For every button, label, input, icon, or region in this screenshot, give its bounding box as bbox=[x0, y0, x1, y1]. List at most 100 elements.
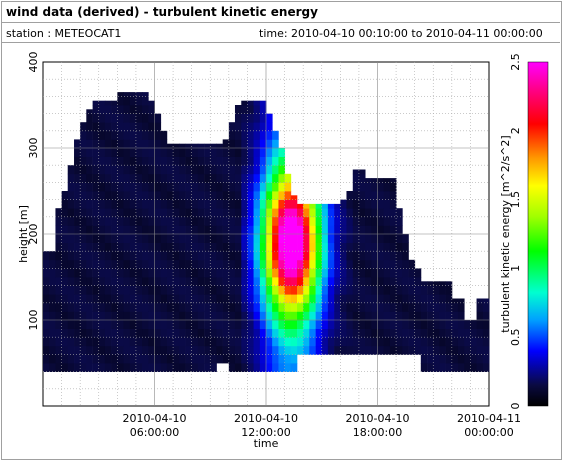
heatmap-cell bbox=[272, 208, 279, 218]
heatmap-cell bbox=[98, 242, 106, 252]
heatmap-cell bbox=[371, 242, 378, 252]
heatmap-cell bbox=[216, 225, 223, 235]
heatmap-cell bbox=[222, 285, 230, 295]
heatmap-cell bbox=[117, 191, 124, 200]
heatmap-cell bbox=[346, 242, 354, 252]
heatmap-cell bbox=[309, 311, 316, 321]
heatmap-cell bbox=[371, 345, 378, 355]
heatmap-cell bbox=[135, 277, 143, 286]
colorbar-tick-label: 1 bbox=[509, 265, 522, 272]
heatmap-cell bbox=[346, 294, 354, 304]
heatmap-cell bbox=[80, 216, 87, 226]
heatmap-cell bbox=[173, 311, 180, 321]
heatmap-cell bbox=[482, 302, 490, 312]
heatmap-cell bbox=[216, 234, 223, 243]
heatmap-cell bbox=[154, 328, 162, 338]
heatmap-cell bbox=[451, 298, 459, 304]
heatmap-cell bbox=[408, 345, 416, 355]
heatmap-cell bbox=[290, 234, 298, 243]
heatmap-cell bbox=[111, 251, 118, 261]
heatmap-cell bbox=[135, 182, 143, 192]
heatmap-cell bbox=[408, 277, 416, 286]
heatmap-cell bbox=[154, 320, 162, 329]
heatmap-cell bbox=[222, 311, 230, 321]
heatmap-cell bbox=[204, 294, 211, 304]
heatmap-cell bbox=[86, 294, 93, 304]
heatmap-cell bbox=[204, 182, 211, 192]
heatmap-cell bbox=[266, 148, 273, 157]
heatmap-cell bbox=[154, 225, 162, 235]
heatmap-cell bbox=[371, 259, 378, 269]
heatmap-cell bbox=[129, 199, 137, 209]
heatmap-cell bbox=[259, 148, 267, 157]
heatmap-cell bbox=[98, 182, 106, 192]
heatmap-cell bbox=[67, 328, 75, 338]
heatmap-cell bbox=[377, 277, 385, 286]
heatmap-cell bbox=[327, 234, 335, 243]
heatmap-cell bbox=[340, 328, 347, 338]
heatmap-cell bbox=[179, 363, 186, 372]
station-label: station : METEOCAT1 bbox=[6, 27, 122, 40]
heatmap-cell bbox=[210, 148, 217, 157]
heatmap-cell bbox=[204, 165, 211, 175]
heatmap-cell bbox=[74, 165, 81, 175]
heatmap-cell bbox=[340, 259, 347, 269]
heatmap-cell bbox=[266, 320, 273, 329]
heatmap-cell bbox=[179, 199, 186, 209]
heatmap-cell bbox=[74, 182, 81, 192]
heatmap-cell bbox=[104, 277, 112, 286]
heatmap-cell bbox=[135, 320, 143, 329]
heatmap-cell bbox=[80, 208, 87, 218]
heatmap-cell bbox=[303, 259, 310, 269]
heatmap-cell bbox=[284, 302, 292, 312]
heatmap-cell bbox=[303, 337, 310, 347]
heatmap-cell bbox=[327, 311, 335, 321]
heatmap-cell bbox=[396, 242, 403, 252]
heatmap-cell bbox=[123, 92, 131, 97]
heatmap-cell bbox=[266, 354, 273, 364]
heatmap-cell bbox=[154, 208, 162, 218]
heatmap-cell bbox=[204, 148, 211, 157]
heatmap-cell bbox=[272, 277, 279, 286]
heatmap-cell bbox=[346, 199, 354, 209]
heatmap-cell bbox=[117, 139, 124, 149]
heatmap-cell bbox=[290, 208, 298, 218]
heatmap-cell bbox=[160, 148, 168, 157]
heatmap-cell bbox=[396, 337, 403, 347]
heatmap-cell bbox=[402, 345, 409, 355]
heatmap-cell bbox=[98, 328, 106, 338]
heatmap-cell bbox=[80, 130, 87, 140]
heatmap-cell bbox=[154, 354, 162, 364]
heatmap-cell bbox=[482, 311, 490, 321]
heatmap-cell bbox=[482, 320, 490, 329]
heatmap-cell bbox=[160, 285, 168, 295]
heatmap-cell bbox=[234, 345, 242, 355]
heatmap-cell bbox=[104, 234, 112, 243]
heatmap-cell bbox=[129, 277, 137, 286]
heatmap-cell bbox=[154, 251, 162, 261]
heatmap-cell bbox=[278, 328, 286, 338]
heatmap-cell bbox=[92, 294, 100, 304]
heatmap-cell bbox=[259, 113, 267, 123]
heatmap-cell bbox=[210, 345, 217, 355]
heatmap-cell bbox=[67, 234, 75, 243]
heatmap-cell bbox=[266, 337, 273, 347]
heatmap-cell bbox=[234, 363, 242, 372]
heatmap-cell bbox=[284, 345, 292, 355]
heatmap-cell bbox=[111, 363, 118, 372]
heatmap-cell bbox=[216, 302, 223, 312]
heatmap-cell bbox=[222, 225, 230, 235]
heatmap-cell bbox=[358, 285, 366, 295]
heatmap-cell bbox=[166, 234, 174, 243]
heatmap-cell bbox=[129, 345, 137, 355]
heatmap-cell bbox=[67, 251, 75, 261]
heatmap-cell bbox=[123, 122, 131, 132]
heatmap-cell bbox=[365, 208, 372, 218]
heatmap-cell bbox=[86, 302, 93, 312]
heatmap-cell bbox=[86, 337, 93, 347]
heatmap-cell bbox=[92, 354, 100, 364]
heatmap-cell bbox=[92, 100, 100, 106]
heatmap-cell bbox=[253, 354, 261, 364]
heatmap-cell bbox=[414, 328, 422, 338]
heatmap-cell bbox=[358, 216, 366, 226]
